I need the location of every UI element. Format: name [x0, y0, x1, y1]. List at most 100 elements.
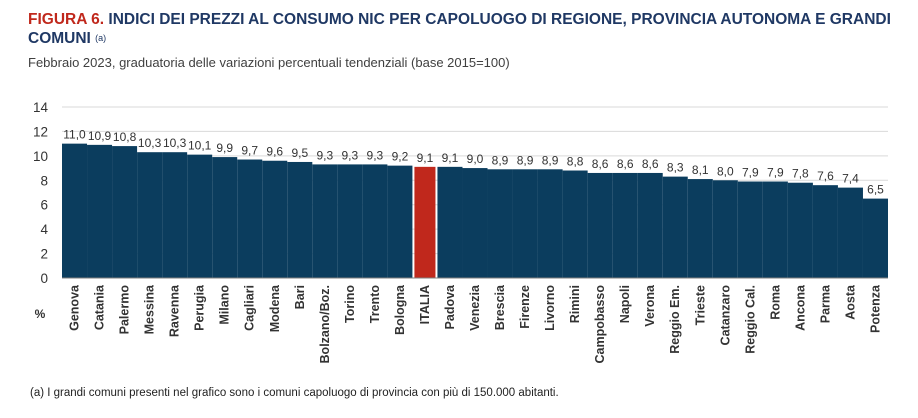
chart-subtitle: Febbraio 2023, graduatoria delle variazi…	[28, 55, 510, 70]
x-tick-label: Napoli	[618, 285, 632, 323]
data-label: 7,6	[817, 169, 834, 183]
bar	[637, 172, 663, 278]
bar	[187, 154, 213, 278]
data-label: 9,6	[266, 145, 283, 159]
bar	[462, 168, 488, 278]
bar	[162, 152, 188, 278]
data-label: 8,6	[642, 157, 659, 171]
data-label: 9,3	[367, 148, 384, 162]
data-label: 10,3	[163, 136, 187, 150]
x-tick-label: Catania	[93, 284, 107, 330]
data-label: 9,0	[467, 152, 484, 166]
y-tick-label: 4	[40, 222, 48, 237]
data-label: 8,9	[492, 153, 509, 167]
bar	[237, 159, 263, 278]
data-label: 10,9	[88, 129, 112, 143]
bar	[737, 181, 763, 278]
data-label: 8,9	[517, 153, 534, 167]
data-label: 8,9	[542, 153, 559, 167]
bar	[537, 169, 563, 278]
footnote: (a) I grandi comuni presenti nel grafico…	[30, 387, 559, 399]
data-label: 7,4	[842, 172, 859, 186]
bar	[662, 176, 688, 278]
bar	[712, 180, 738, 278]
x-tick-label: Reggio Em.	[668, 285, 682, 354]
bar	[587, 172, 613, 278]
bar	[212, 157, 238, 278]
x-tick-label: Bari	[293, 285, 307, 309]
x-tick-label: Aosta	[843, 284, 857, 320]
x-tick-label: Rimini	[568, 285, 582, 323]
x-tick-label: Modena	[268, 284, 282, 332]
data-label: 6,5	[867, 183, 884, 197]
data-label: 9,9	[216, 141, 233, 155]
bar	[762, 181, 788, 278]
bar	[787, 182, 813, 278]
x-tick-label: Padova	[443, 284, 457, 330]
data-label: 8,1	[692, 163, 709, 177]
data-label: 10,8	[113, 130, 137, 144]
bar	[312, 164, 338, 278]
bar	[337, 164, 363, 278]
data-label: 11,0	[63, 128, 86, 142]
x-tick-label: Messina	[143, 284, 157, 334]
x-tick-label: Torino	[343, 285, 357, 323]
bar	[487, 169, 513, 278]
x-tick-label: Genova	[68, 284, 82, 331]
x-tick-label: Verona	[643, 284, 657, 327]
data-label: 8,3	[667, 161, 684, 175]
x-tick-label: Catanzaro	[718, 285, 732, 346]
x-tick-label: Ancona	[793, 284, 807, 331]
data-label: 10,1	[188, 139, 212, 153]
x-tick-label: Cagliari	[243, 285, 257, 331]
bar	[512, 169, 538, 278]
x-tick-label: Trieste	[693, 285, 707, 325]
data-label: 8,6	[592, 157, 609, 171]
bar	[262, 160, 288, 278]
data-label: 9,1	[417, 151, 434, 165]
x-tick-label: ITALIA	[418, 285, 432, 324]
x-tick-label: Perugia	[193, 284, 207, 331]
y-tick-label: 0	[40, 271, 48, 286]
data-label: 10,3	[138, 136, 162, 150]
x-tick-label: Ravenna	[168, 284, 182, 337]
figure-number: FIGURA 6.	[28, 11, 105, 28]
bar	[62, 143, 88, 278]
y-axis: 0 2 4 6 8 10 12 14	[33, 100, 49, 286]
bar-chart: 11,0 10,9 10,8 10,3 10,3 10,1 9,9 9,7 9,6 9,5 9,3 9…	[33, 100, 888, 364]
x-tick-label: Livorno	[543, 285, 557, 331]
data-label: 8,8	[567, 155, 584, 169]
bar-italia	[414, 166, 436, 278]
bars	[62, 143, 888, 278]
figure-title-text: INDICI DEI PREZZI AL CONSUMO NIC PER CAP…	[28, 11, 891, 47]
bar	[137, 152, 163, 278]
data-label: 9,1	[442, 151, 459, 165]
data-label: 7,8	[792, 167, 809, 181]
x-tick-label: Palermo	[118, 285, 132, 335]
bar	[812, 185, 838, 278]
x-axis: Genova Catania Palermo Messina Ravenna Perugi…	[62, 277, 888, 364]
bar	[87, 144, 113, 278]
bar	[112, 146, 138, 278]
bar	[562, 170, 588, 278]
y-tick-label: 10	[33, 149, 48, 164]
x-tick-label: Potenza	[868, 284, 882, 333]
data-label: 8,6	[617, 157, 634, 171]
data-label: 9,2	[392, 150, 409, 164]
page-title: FIGURA 6. INDICI DEI PREZZI AL CONSUMO N…	[28, 10, 898, 48]
x-tick-label: Bolzano/Boz.	[318, 285, 332, 363]
data-label: 9,3	[342, 148, 359, 162]
bar	[362, 164, 388, 278]
bar	[437, 166, 463, 278]
y-tick-label: 14	[33, 100, 49, 115]
x-tick-label: Milano	[218, 285, 232, 325]
bar	[837, 187, 863, 278]
x-tick-label: Parma	[818, 284, 832, 323]
data-label: 9,3	[316, 148, 333, 162]
title-note-marker: (a)	[95, 33, 107, 43]
x-tick-label: Firenze	[518, 285, 532, 329]
y-tick-label: 2	[40, 247, 48, 262]
y-tick-label: 6	[40, 198, 48, 213]
x-tick-label: Venezia	[468, 284, 482, 331]
data-label: 7,9	[767, 166, 784, 180]
